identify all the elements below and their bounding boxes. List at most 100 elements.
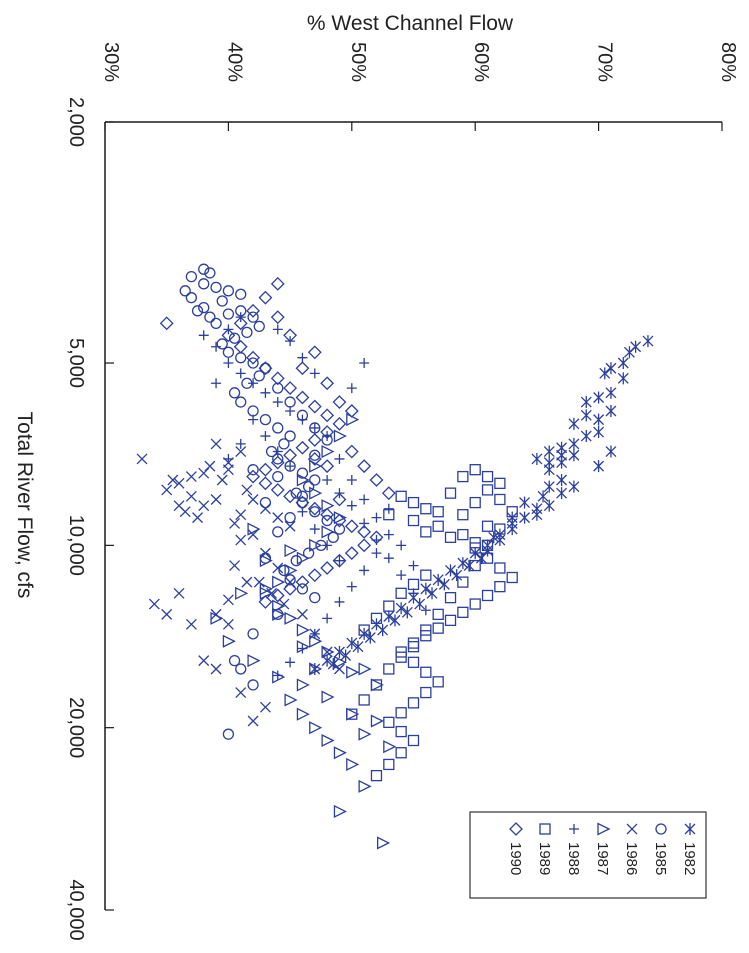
data-point xyxy=(222,618,234,630)
x-tick-label: 40% xyxy=(223,42,245,82)
data-point xyxy=(253,576,265,588)
data-point xyxy=(296,490,309,502)
data-point xyxy=(389,614,401,627)
data-point xyxy=(161,608,173,620)
data-point xyxy=(235,368,246,379)
legend-label: 1987 xyxy=(594,842,611,875)
data-point xyxy=(284,611,298,625)
data-point xyxy=(272,670,283,681)
data-point xyxy=(235,534,247,546)
data-point xyxy=(198,467,210,479)
data-point xyxy=(359,518,370,529)
data-point xyxy=(307,345,322,360)
data-point xyxy=(377,624,389,637)
data-point xyxy=(309,449,321,461)
data-point xyxy=(148,598,160,610)
data-point xyxy=(334,555,345,566)
data-point xyxy=(556,487,568,500)
data-point xyxy=(320,425,335,439)
data-point xyxy=(370,769,383,782)
data-point xyxy=(395,651,407,663)
data-point xyxy=(307,452,322,466)
legend-label: 1986 xyxy=(623,842,640,875)
data-point xyxy=(358,624,370,636)
data-point xyxy=(309,524,320,535)
x-tick-label: 50% xyxy=(347,42,369,82)
data-point xyxy=(283,381,298,396)
data-point xyxy=(284,430,296,442)
data-point xyxy=(210,608,222,620)
data-point xyxy=(260,431,271,442)
data-point xyxy=(229,560,241,572)
data-point xyxy=(420,569,432,581)
data-point xyxy=(346,383,357,394)
data-point xyxy=(296,678,310,692)
data-point xyxy=(333,429,347,443)
data-point xyxy=(283,489,298,504)
data-point xyxy=(309,506,321,518)
data-point xyxy=(357,538,372,553)
legend-marker xyxy=(597,822,611,836)
data-point xyxy=(395,602,407,615)
data-point xyxy=(258,290,273,305)
data-point xyxy=(420,666,432,678)
data-point xyxy=(211,341,222,352)
data-point xyxy=(284,396,296,408)
data-point xyxy=(259,413,272,426)
data-point xyxy=(210,438,222,450)
data-point xyxy=(233,316,248,331)
data-point xyxy=(344,546,359,561)
data-point xyxy=(302,481,315,493)
data-point xyxy=(307,568,322,583)
data-point xyxy=(457,576,469,588)
data-point xyxy=(340,649,352,662)
data-point xyxy=(358,662,372,676)
data-point xyxy=(593,413,605,426)
data-point xyxy=(309,474,321,486)
data-point xyxy=(198,500,210,512)
data-point xyxy=(568,417,580,430)
data-point xyxy=(241,326,253,339)
series-1989 xyxy=(346,464,518,782)
data-point xyxy=(407,734,420,747)
data-point xyxy=(204,267,216,279)
data-point xyxy=(432,573,444,586)
data-point xyxy=(247,715,259,727)
data-point xyxy=(420,686,432,699)
data-point xyxy=(531,452,543,465)
x-axis-title: % West Channel Flow xyxy=(307,12,514,35)
data-point xyxy=(259,554,273,568)
y-tick-label: 5,000 xyxy=(65,338,87,388)
data-point xyxy=(420,624,432,636)
data-point xyxy=(333,523,346,535)
data-point xyxy=(159,316,174,331)
data-point xyxy=(233,339,248,354)
data-point xyxy=(222,594,234,606)
data-point xyxy=(270,455,285,470)
data-point xyxy=(179,285,191,297)
data-point xyxy=(481,539,494,551)
data-point xyxy=(369,473,384,487)
data-point xyxy=(605,362,617,375)
data-point xyxy=(401,606,413,619)
data-point xyxy=(284,511,296,524)
data-point xyxy=(383,758,395,771)
data-point xyxy=(395,747,407,759)
data-point xyxy=(270,310,285,325)
data-point xyxy=(295,495,310,510)
data-point xyxy=(519,511,531,524)
data-point xyxy=(290,555,302,567)
data-point xyxy=(580,396,592,409)
data-point xyxy=(296,583,309,595)
data-point xyxy=(481,552,494,564)
data-point xyxy=(383,600,395,612)
data-point xyxy=(445,564,456,577)
data-point xyxy=(223,358,234,369)
data-point xyxy=(346,500,357,511)
data-point xyxy=(346,637,358,650)
data-point xyxy=(272,324,283,335)
data-point xyxy=(395,707,407,719)
y-tick-label: 20,000 xyxy=(65,697,87,758)
data-point xyxy=(469,559,481,572)
data-point xyxy=(593,426,605,439)
